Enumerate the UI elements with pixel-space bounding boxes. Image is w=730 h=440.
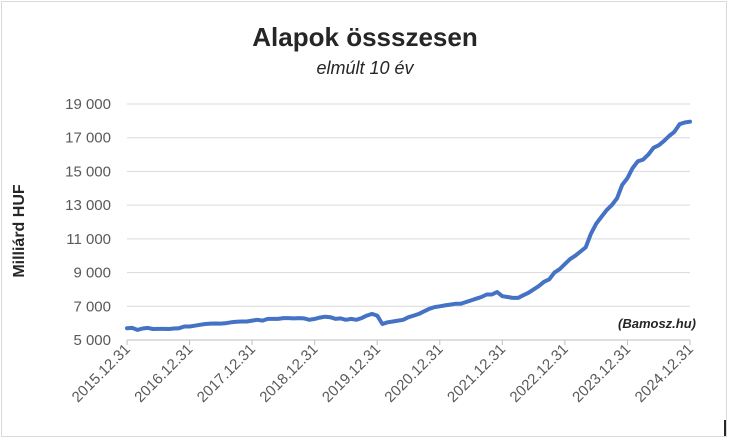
gridlines	[127, 103, 690, 341]
chart-subtitle: elmúlt 10 év	[316, 58, 414, 78]
y-tick-label: 11 000	[66, 231, 111, 248]
y-tick-label: 13 000	[65, 197, 111, 214]
x-tick-label: 2018.12.31	[256, 341, 321, 406]
x-tick-label: 2021.12.31	[444, 341, 509, 406]
x-tick-label: 2022.12.31	[507, 341, 572, 406]
x-tick-label: 2015.12.31	[69, 341, 134, 406]
y-tick-label: 15 000	[65, 163, 111, 180]
x-tick-label: 2019.12.31	[319, 341, 384, 406]
y-axis-ticks: 5 000 7 000 9 000 11 000 13 000 15 000 17 000 1…	[65, 96, 111, 349]
series-group	[125, 119, 692, 332]
x-tick-label: 2023.12.31	[569, 341, 634, 406]
y-tick-label: 5 000	[73, 332, 111, 349]
x-tick-label: 2024.12.31	[632, 341, 697, 406]
x-tick-label: 2016.12.31	[131, 341, 196, 406]
x-axis-ticks: 2015.12.312016.12.312017.12.312018.12.31…	[69, 340, 697, 406]
x-tick-label: 2020.12.31	[381, 341, 446, 406]
x-tick-label: 2017.12.31	[194, 341, 259, 406]
y-tick-label: 9 000	[73, 265, 111, 282]
y-tick-label: 7 000	[73, 298, 111, 315]
series-line	[125, 119, 692, 332]
y-tick-label: 17 000	[65, 130, 111, 147]
chart-title: Alapok össszesen	[252, 22, 478, 52]
frame-edge-mark	[724, 420, 726, 436]
y-tick-label: 19 000	[65, 96, 111, 113]
source-annotation: (Bamosz.hu)	[618, 316, 696, 331]
